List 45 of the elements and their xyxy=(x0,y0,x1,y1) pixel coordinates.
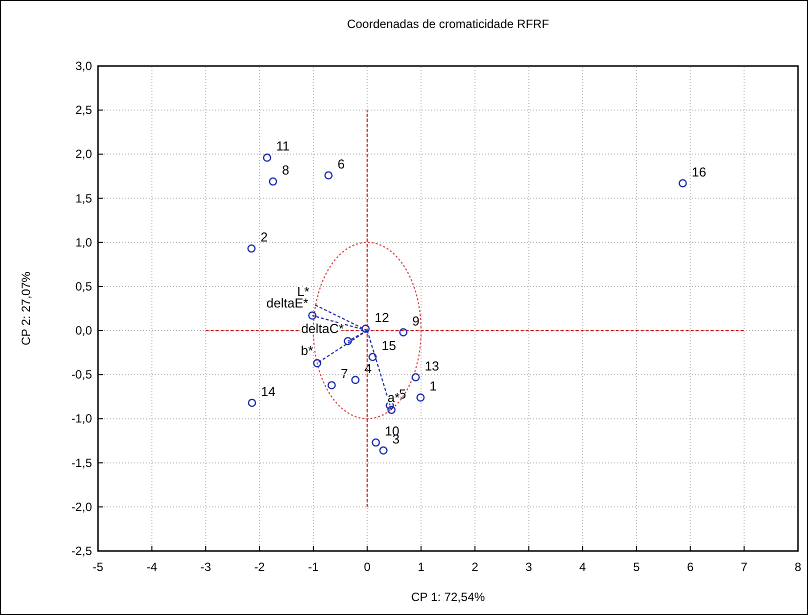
annotation: 13 xyxy=(424,358,440,374)
annotation: 11 xyxy=(276,138,290,154)
annotation: 2 xyxy=(260,230,268,245)
y-tick-label: 0,5 xyxy=(75,279,92,294)
annotation: 12 xyxy=(374,310,390,325)
annotation: 8 xyxy=(282,162,290,178)
annotation: 9 xyxy=(412,313,420,328)
y-tick-label: 3,0 xyxy=(75,59,92,73)
x-axis-title: CP 1: 72,54% xyxy=(411,590,486,604)
x-tick-label: 5 xyxy=(633,560,640,574)
y-tick-label: -0,5 xyxy=(71,368,92,382)
annotation: 1 xyxy=(430,378,437,394)
y-tick-label: 0,0 xyxy=(75,324,92,338)
x-tick-label: -1 xyxy=(308,560,320,574)
x-tick-label: -3 xyxy=(200,560,212,574)
x-tick-label: 1 xyxy=(418,560,425,574)
y-tick-label: 2,5 xyxy=(75,103,92,118)
y-tick-label: 2,0 xyxy=(75,147,92,162)
y-axis-title: CP 2: 27,07% xyxy=(19,271,33,346)
x-tick-label: 6 xyxy=(686,560,694,574)
y-tick-label: 1,0 xyxy=(75,235,92,250)
series-label: b* xyxy=(300,343,314,358)
y-tick-label: -1,5 xyxy=(71,456,92,470)
annotation: 16 xyxy=(692,164,706,180)
y-tick-label: -2,0 xyxy=(71,500,92,514)
series-label: a* xyxy=(387,390,400,405)
annotation: 6 xyxy=(337,156,345,172)
y-tick-label: -2,5 xyxy=(71,544,92,558)
annotation: 14 xyxy=(261,384,276,399)
x-tick-label: -5 xyxy=(92,560,104,574)
series-label: deltaC* xyxy=(301,321,344,336)
x-tick-label: -4 xyxy=(146,560,158,574)
annotation: 7 xyxy=(340,366,348,382)
chart-title: Coordenadas de cromaticidade RFRF xyxy=(346,17,550,31)
annotation: 15 xyxy=(382,338,396,353)
x-tick-label: -2 xyxy=(254,560,266,574)
x-tick-label: 8 xyxy=(794,560,802,574)
x-tick-label: 2 xyxy=(472,560,479,574)
y-tick-label: -1,0 xyxy=(71,412,92,426)
x-tick-label: 3 xyxy=(525,560,532,574)
y-tick-label: 1,5 xyxy=(75,191,92,206)
x-tick-label: 0 xyxy=(364,560,371,574)
x-tick-label: 7 xyxy=(740,560,748,574)
x-tick-label: 4 xyxy=(579,560,586,574)
annotation: 4 xyxy=(364,360,372,376)
